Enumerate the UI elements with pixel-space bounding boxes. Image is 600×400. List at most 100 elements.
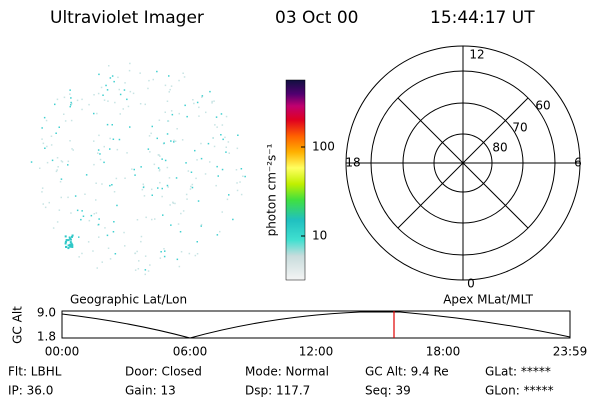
speckle-dot [101, 261, 103, 263]
speckle-dot [70, 242, 73, 245]
speckle-dot [219, 230, 221, 233]
speckle-dot [58, 209, 61, 211]
speckle-dot [151, 188, 153, 191]
speckle-dot [148, 79, 150, 82]
speckle-dot [172, 202, 175, 204]
speckle-dot [65, 239, 68, 242]
speckle-dot [56, 221, 59, 223]
speckle-dot [138, 260, 140, 262]
speckle-dot [113, 80, 115, 83]
speckle-dot [142, 186, 145, 189]
speckle-dot [63, 113, 65, 115]
speckle-dot [76, 99, 79, 102]
hour-label: 0 [467, 277, 475, 291]
lat-label: 70 [512, 121, 527, 135]
speckle-dot [60, 160, 63, 162]
speckle-dot [136, 250, 138, 253]
speckle-dot [117, 76, 119, 79]
speckle-dot [196, 253, 199, 255]
speckle-dot [178, 265, 181, 268]
speckle-dot [132, 92, 135, 95]
info-field: Dsp: 117.7 [245, 384, 310, 398]
speckle-dot [140, 235, 143, 238]
speckle-dot [56, 169, 58, 171]
speckle-dot [197, 200, 200, 202]
speckle-dot [69, 89, 71, 91]
speckle-dot [180, 251, 183, 253]
speckle-dot [186, 198, 188, 200]
speckle-dot [109, 148, 111, 150]
speckle-dot [69, 93, 71, 95]
speckle-dot [82, 215, 85, 217]
speckle-dot [182, 210, 185, 212]
speckle-dot [104, 227, 106, 229]
speckle-dot [161, 195, 163, 198]
speckle-dot [162, 214, 164, 216]
speckle-dot [71, 234, 74, 237]
speckle-dot [189, 188, 192, 190]
plot-frame [61, 310, 571, 339]
speckle-dot [81, 252, 83, 255]
speckle-dot [163, 142, 165, 144]
speckle-dot [93, 94, 95, 96]
speckle-dot [65, 245, 68, 248]
speckle-dot [97, 92, 100, 95]
speckle-dot [177, 223, 180, 225]
info-field: Mode: Normal [245, 365, 329, 379]
speckle-dot [139, 72, 141, 74]
speckle-dot [170, 110, 173, 112]
lat-label: 60 [535, 99, 550, 113]
speckle-dot [201, 95, 204, 97]
altitude-plot: Geographic Lat/Lon Apex MLat/MLT GC Alt … [11, 293, 588, 359]
date: 03 Oct 00 [275, 8, 358, 28]
colorbar-tick-label: 10 [312, 229, 327, 243]
speckle-dot [56, 157, 59, 159]
axis [397, 97, 529, 229]
speckle-dot [167, 186, 169, 188]
speckle-dot [212, 137, 214, 139]
speckle-dot [55, 132, 57, 134]
speckle-dot [171, 113, 174, 116]
speckle-dot [72, 149, 74, 151]
speckle-dot [156, 70, 158, 73]
speckle-dot [93, 140, 95, 142]
speckle-dot [95, 199, 97, 201]
speckle-dot [164, 250, 166, 252]
speckle-dot [42, 203, 44, 205]
x-tick-label: 00:00 [45, 345, 80, 359]
speckle-dot [109, 137, 111, 140]
speckle-dot [160, 251, 162, 253]
colorbar-scale [285, 79, 306, 281]
speckle-dot [201, 96, 203, 98]
speckle-dot [112, 231, 115, 233]
speckle-dot [87, 241, 90, 243]
speckle-dot [213, 145, 216, 148]
speckle-dot [209, 161, 211, 163]
speckle-dot [232, 218, 234, 221]
speckle-dot [93, 213, 95, 215]
speckle-dot [205, 111, 207, 114]
speckle-dot [142, 183, 144, 185]
speckle-dot [103, 161, 105, 164]
speckle-dot [170, 224, 172, 226]
speckle-dot [71, 244, 74, 247]
speckle-dot [71, 102, 73, 105]
speckle-dot [124, 245, 126, 247]
speckle-dot [80, 218, 82, 221]
speckle-dot [193, 102, 195, 105]
speckle-dot [144, 273, 146, 276]
speckle-dot [58, 126, 60, 128]
speckle-dot [168, 75, 170, 77]
speckle-dot [50, 144, 53, 146]
speckle-dot [134, 269, 137, 271]
speckle-dot [144, 103, 146, 106]
speckle-dot [45, 119, 48, 122]
speckle-dot [226, 198, 229, 201]
speckle-dot [149, 151, 151, 153]
speckle-dot [124, 82, 126, 84]
speckle-dot [46, 145, 48, 148]
speckle-dot [134, 174, 136, 176]
speckle-dot [55, 170, 58, 173]
colorbar: 100 10 photon cm⁻²s⁻¹ [265, 79, 335, 281]
speckle-dot [93, 112, 95, 115]
